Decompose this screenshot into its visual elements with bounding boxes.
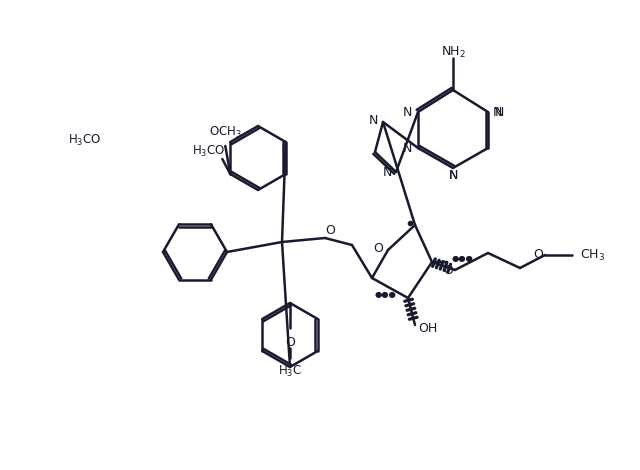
- Text: NH$_2$: NH$_2$: [440, 45, 465, 60]
- Text: CH$_3$: CH$_3$: [580, 247, 605, 263]
- Text: H$_3$C: H$_3$C: [278, 363, 302, 378]
- Text: N: N: [383, 165, 392, 179]
- Text: N: N: [495, 105, 504, 118]
- Text: O: O: [325, 224, 335, 236]
- Text: OCH$_3$: OCH$_3$: [209, 125, 242, 140]
- Text: O: O: [443, 265, 453, 277]
- Text: O: O: [285, 337, 295, 350]
- Text: H$_3$CO: H$_3$CO: [192, 143, 226, 158]
- Text: OH: OH: [418, 321, 437, 335]
- Text: O: O: [533, 249, 543, 261]
- Text: O: O: [373, 242, 383, 254]
- Text: H$_3$CO: H$_3$CO: [68, 133, 101, 148]
- Text: N: N: [369, 113, 378, 126]
- Text: ●●●: ●●●: [452, 253, 474, 263]
- Text: N: N: [403, 141, 412, 155]
- Text: N: N: [403, 105, 412, 118]
- Text: N: N: [448, 169, 458, 181]
- Text: ●●●: ●●●: [374, 290, 396, 299]
- Text: N: N: [448, 169, 458, 181]
- Text: N: N: [493, 105, 502, 118]
